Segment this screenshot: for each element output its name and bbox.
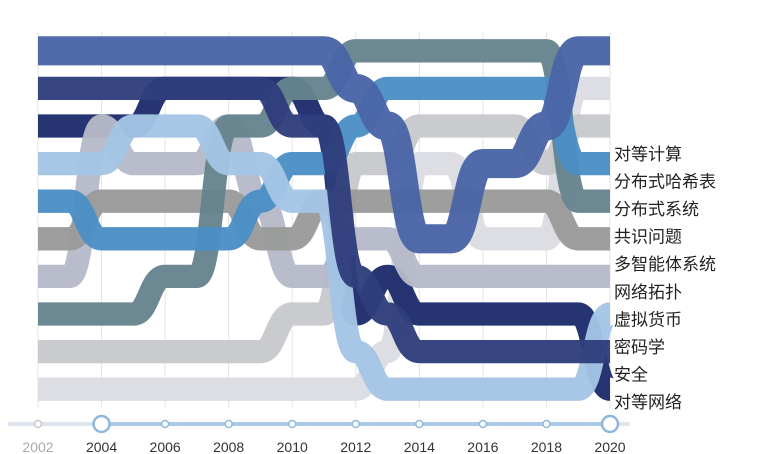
timeline-dot-2014[interactable] (415, 419, 424, 429)
timeline-dot-2010[interactable] (287, 419, 297, 429)
timeline-dot-2018[interactable] (542, 419, 551, 429)
timeline-label-2002: 2002 (22, 439, 53, 454)
series-label-8: 分布式系统 (614, 200, 699, 220)
timeline-label-2008: 2008 (213, 439, 244, 454)
timeline-dot-2006[interactable] (160, 419, 170, 429)
timeline-label-2010: 2010 (277, 439, 308, 454)
series-label-10: 分布式哈希表 (614, 173, 716, 193)
timeline-label-2018: 2018 (531, 439, 562, 454)
series-band-5[interactable] (38, 39, 610, 326)
timeline-label-2016: 2016 (467, 439, 498, 454)
series-label-3: 密码学 (614, 338, 665, 358)
series-label-6: 网络拓扑 (614, 283, 682, 303)
timeline-handle-2020[interactable] (600, 414, 620, 434)
series-label-9: 对等网络 (614, 393, 682, 413)
timeline-label-2004: 2004 (86, 439, 117, 454)
timeline-label-2012: 2012 (340, 439, 371, 454)
timeline-dot-2008[interactable] (224, 419, 233, 429)
timeline-handle-2004[interactable] (92, 414, 111, 434)
series-label-1: 对等计算 (614, 145, 682, 165)
series-label-5: 多智能体系统 (614, 255, 716, 275)
timeline-label-2020: 2020 (594, 439, 625, 454)
timeline-dot-2012[interactable] (351, 419, 361, 429)
timeline-dot-2016[interactable] (478, 419, 488, 429)
series-bands (37, 36, 616, 401)
series-label-2: 安全 (614, 365, 648, 385)
series-label-4: 共识问题 (614, 228, 682, 248)
timeline-dot-2002[interactable] (33, 419, 43, 429)
timeline-axis[interactable]: 2002 2004 2006 2008 2010 2012 2014 2016 2018 2020 (8, 414, 630, 454)
series-label-7: 虚拟货币 (614, 310, 682, 330)
series-band-1[interactable] (38, 36, 610, 254)
timeline-label-2006: 2006 (150, 439, 181, 454)
timeline-label-2014: 2014 (404, 439, 435, 454)
series-band-2[interactable] (38, 76, 610, 364)
series-band-10[interactable] (37, 76, 610, 401)
